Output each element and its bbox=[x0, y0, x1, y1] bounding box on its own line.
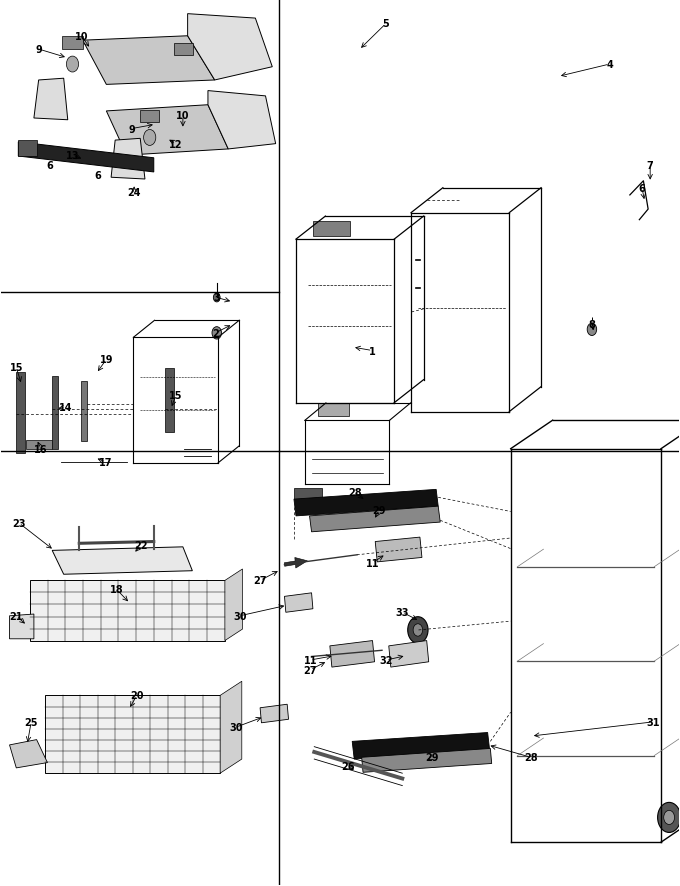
Polygon shape bbox=[225, 570, 243, 641]
Text: 33: 33 bbox=[396, 608, 409, 618]
Circle shape bbox=[658, 803, 680, 833]
Text: 4: 4 bbox=[606, 60, 613, 70]
Text: 3: 3 bbox=[214, 293, 220, 303]
Text: 6: 6 bbox=[47, 160, 54, 171]
Text: 15: 15 bbox=[10, 363, 23, 373]
Text: 20: 20 bbox=[130, 690, 143, 701]
Polygon shape bbox=[106, 105, 228, 156]
Bar bbox=[82, 381, 88, 441]
Text: 16: 16 bbox=[34, 444, 48, 455]
Text: 19: 19 bbox=[99, 355, 113, 365]
Text: 12: 12 bbox=[169, 139, 183, 150]
Text: 7: 7 bbox=[647, 160, 653, 171]
Polygon shape bbox=[34, 79, 68, 120]
Circle shape bbox=[664, 811, 675, 825]
Text: 25: 25 bbox=[24, 717, 38, 727]
Text: 24: 24 bbox=[127, 188, 141, 198]
Text: 32: 32 bbox=[379, 656, 393, 665]
Circle shape bbox=[214, 294, 220, 302]
Polygon shape bbox=[260, 704, 288, 723]
Polygon shape bbox=[294, 490, 438, 517]
Polygon shape bbox=[352, 733, 490, 759]
Bar bbox=[318, 403, 349, 416]
Text: 13: 13 bbox=[66, 151, 80, 161]
Polygon shape bbox=[362, 749, 492, 773]
Text: 29: 29 bbox=[426, 752, 439, 763]
Polygon shape bbox=[111, 139, 145, 180]
Text: 14: 14 bbox=[59, 402, 73, 413]
Text: 8: 8 bbox=[588, 320, 596, 330]
Circle shape bbox=[303, 501, 313, 513]
Circle shape bbox=[143, 130, 156, 146]
Text: 29: 29 bbox=[373, 505, 386, 515]
Bar bbox=[16, 372, 25, 454]
Bar bbox=[174, 43, 193, 56]
Text: 23: 23 bbox=[12, 518, 26, 528]
Text: 6: 6 bbox=[94, 170, 101, 181]
Text: 17: 17 bbox=[99, 457, 112, 468]
Bar bbox=[140, 111, 159, 123]
Text: 31: 31 bbox=[646, 717, 660, 727]
Polygon shape bbox=[309, 507, 440, 532]
Text: 15: 15 bbox=[169, 391, 183, 400]
Polygon shape bbox=[284, 593, 313, 612]
Bar bbox=[46, 696, 220, 773]
Text: 1: 1 bbox=[369, 346, 376, 356]
Polygon shape bbox=[389, 641, 428, 667]
Bar bbox=[63, 36, 83, 50]
Circle shape bbox=[408, 617, 428, 643]
Bar bbox=[52, 377, 58, 449]
Bar bbox=[313, 222, 350, 237]
Text: 22: 22 bbox=[134, 540, 148, 550]
Text: 9: 9 bbox=[128, 124, 135, 135]
Text: 30: 30 bbox=[229, 722, 243, 733]
FancyArrow shape bbox=[284, 558, 307, 569]
Text: 30: 30 bbox=[233, 611, 247, 621]
Polygon shape bbox=[18, 141, 37, 157]
Polygon shape bbox=[10, 614, 34, 639]
Polygon shape bbox=[52, 548, 192, 575]
Polygon shape bbox=[10, 740, 48, 768]
Circle shape bbox=[212, 327, 222, 339]
Text: 27: 27 bbox=[254, 576, 267, 586]
Bar bbox=[294, 488, 322, 500]
Text: 21: 21 bbox=[10, 611, 23, 621]
Text: 10: 10 bbox=[75, 32, 88, 42]
Text: 28: 28 bbox=[524, 752, 538, 763]
Polygon shape bbox=[208, 91, 275, 150]
Bar bbox=[165, 369, 174, 432]
Polygon shape bbox=[375, 538, 422, 563]
Text: 5: 5 bbox=[383, 19, 390, 29]
Text: 18: 18 bbox=[109, 585, 123, 595]
Text: 27: 27 bbox=[303, 665, 317, 675]
Text: 26: 26 bbox=[341, 761, 355, 771]
Polygon shape bbox=[18, 143, 154, 173]
Polygon shape bbox=[188, 15, 272, 81]
Text: 2: 2 bbox=[212, 329, 219, 338]
Text: 9: 9 bbox=[35, 45, 42, 55]
Circle shape bbox=[67, 57, 79, 73]
Text: 6: 6 bbox=[639, 183, 645, 194]
Text: 10: 10 bbox=[176, 112, 190, 121]
Polygon shape bbox=[220, 681, 242, 773]
Polygon shape bbox=[27, 440, 52, 449]
Polygon shape bbox=[330, 641, 375, 667]
Polygon shape bbox=[83, 36, 215, 85]
Bar bbox=[30, 581, 225, 641]
Circle shape bbox=[588, 323, 596, 336]
Text: 11: 11 bbox=[303, 656, 317, 665]
Circle shape bbox=[413, 624, 423, 636]
Text: 28: 28 bbox=[348, 487, 362, 497]
Text: 11: 11 bbox=[366, 558, 379, 568]
